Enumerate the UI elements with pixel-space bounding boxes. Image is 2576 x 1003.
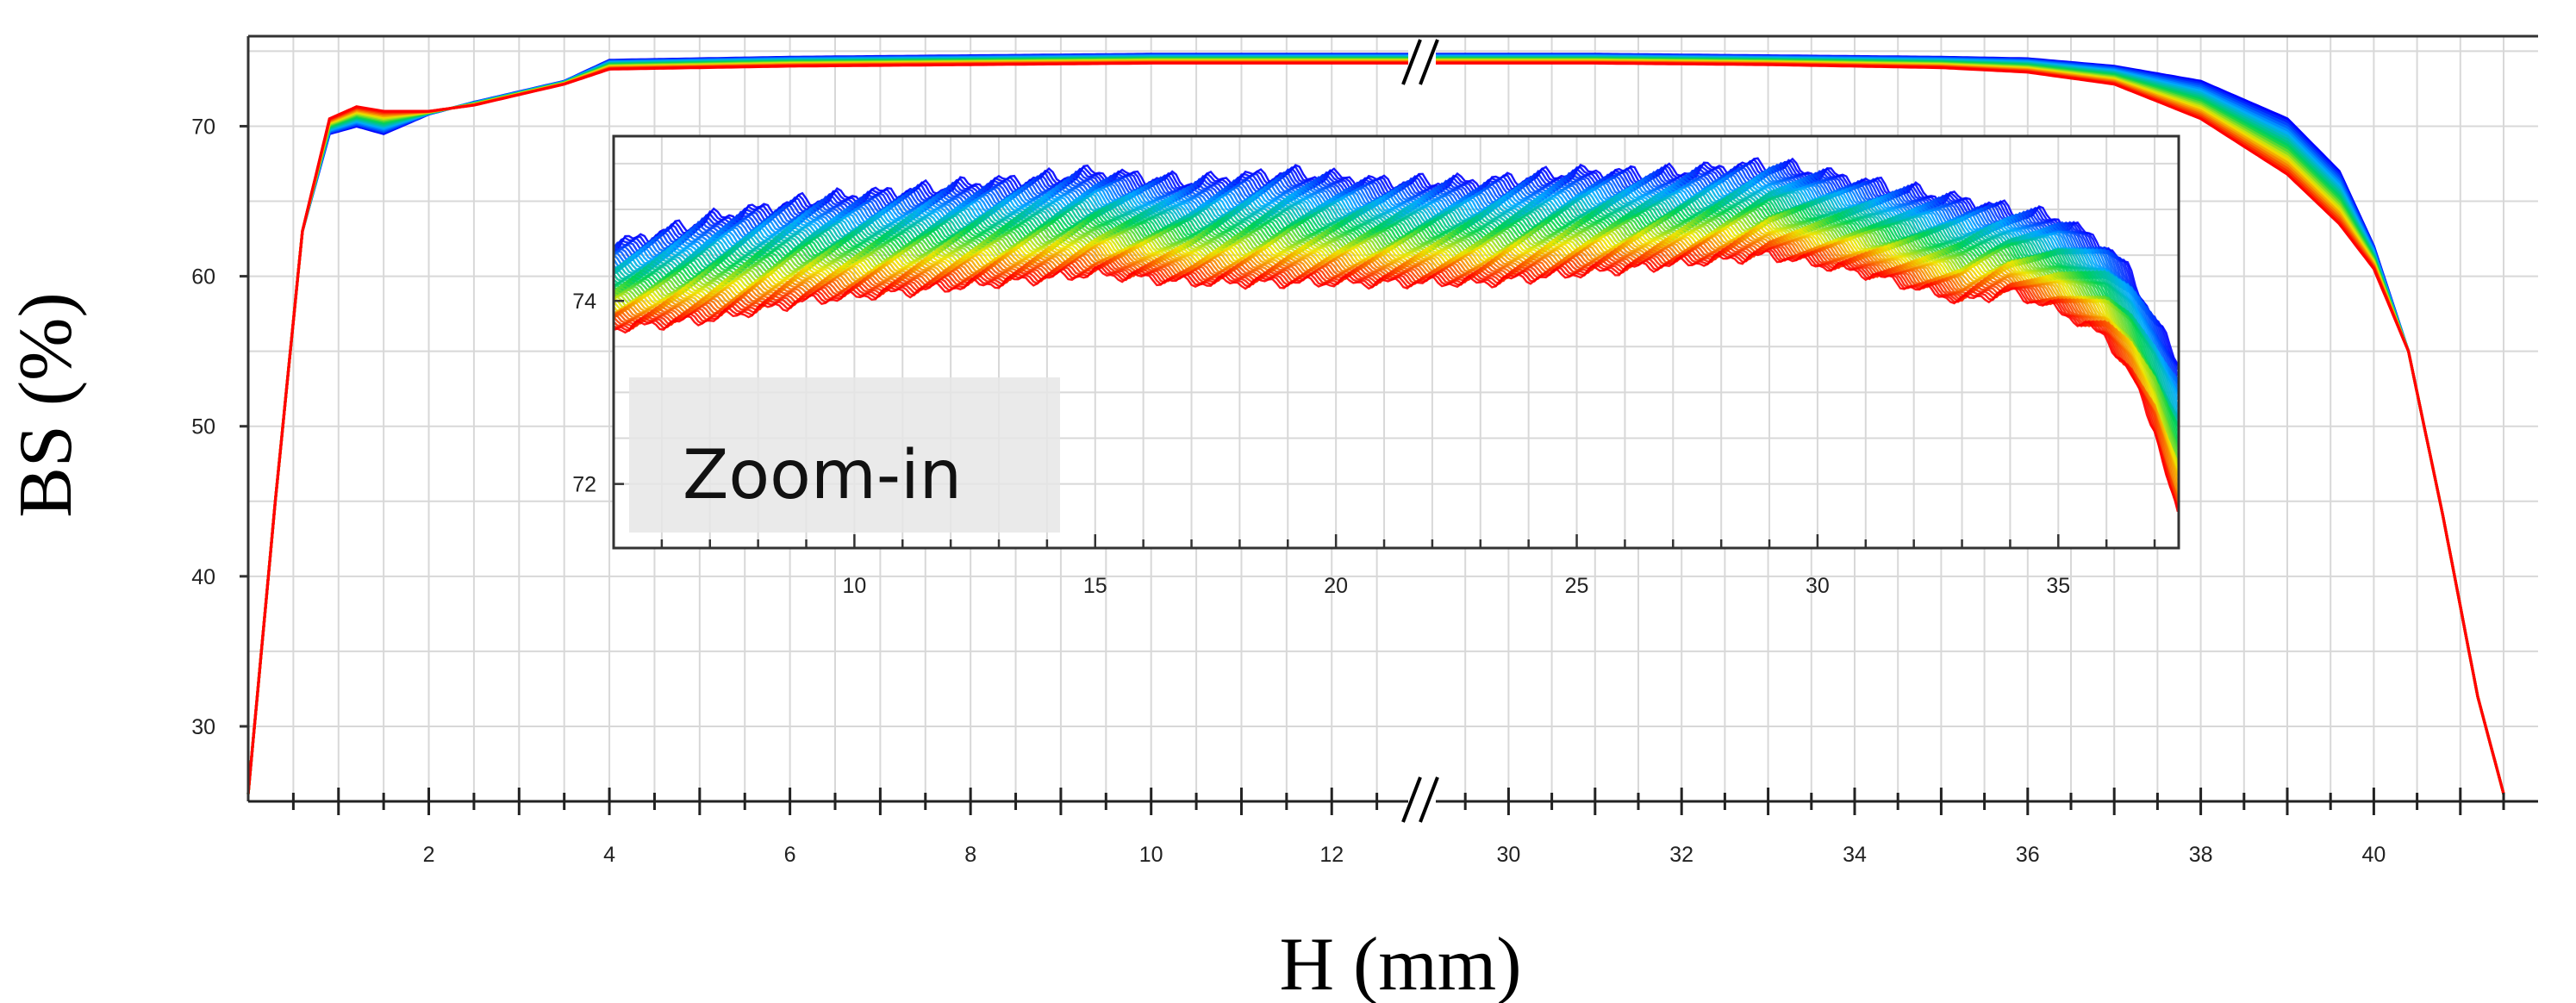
x-axis-title: H (mm): [1279, 923, 1521, 1003]
main-axes: 30 40 50 60 70 2 4 6 8 10 12 30 32 34 36 38 40: [191, 34, 2538, 867]
inset-x-tick-label: 10: [842, 574, 866, 598]
x-tick-label: 2: [423, 843, 435, 867]
y-axis-title: BS (%): [4, 292, 88, 518]
break-stroke: [1401, 776, 1422, 823]
inset-frame: [612, 134, 2180, 550]
x-tick-label: 6: [784, 843, 796, 867]
x-tick-label: 38: [2189, 843, 2213, 867]
inset-x-tick-label: 20: [1324, 574, 1348, 598]
inset-chart: Zoom-in 10 15 20 25 30 35 72 74: [572, 134, 2180, 598]
inset-series-group: [612, 157, 2180, 513]
inset-y-tick-label: 72: [572, 473, 596, 497]
break-stroke: [1419, 776, 1439, 823]
inset-series-line: [613, 250, 2180, 513]
y-tick-label: 30: [191, 715, 215, 739]
y-tick-label: 60: [191, 265, 215, 290]
inset-axes: 10 15 20 25 30 35 72 74: [572, 134, 2180, 598]
x-tick-label: 10: [1139, 843, 1163, 867]
inset-x-tick-label: 25: [1565, 574, 1589, 598]
main-series-group: [246, 53, 2505, 794]
series-line: [246, 61, 2505, 794]
x-tick-label: 30: [1496, 843, 1520, 867]
zoom-in-label: Zoom-in: [683, 437, 962, 514]
axis-break-bottom: [1401, 776, 1439, 823]
x-tick-label: 34: [1843, 843, 1867, 867]
x-tick-label: 12: [1319, 843, 1344, 867]
y-tick-label: 50: [191, 415, 215, 439]
x-tick-label: 40: [2361, 843, 2386, 867]
x-tick-label: 4: [603, 843, 615, 867]
inset-x-tick-label: 35: [2046, 574, 2070, 598]
inset-series-line: [613, 240, 2180, 503]
inset-x-tick-label: 30: [1806, 574, 1830, 598]
x-tick-label: 36: [2016, 843, 2040, 867]
x-tick-label: 32: [1669, 843, 1693, 867]
axis-break-top: [1401, 39, 1439, 85]
x-tick-label: 8: [964, 843, 976, 867]
inset-y-tick-label: 74: [572, 290, 596, 314]
y-tick-label: 40: [191, 565, 215, 589]
y-tick-label: 70: [191, 115, 215, 139]
inset-series-line: [613, 224, 2180, 475]
break-stroke: [1419, 39, 1439, 85]
break-stroke: [1401, 39, 1422, 85]
zoom-in-label-box: [629, 377, 1060, 533]
inset-x-tick-label: 15: [1083, 574, 1107, 598]
inset-series-line: [613, 247, 2180, 508]
